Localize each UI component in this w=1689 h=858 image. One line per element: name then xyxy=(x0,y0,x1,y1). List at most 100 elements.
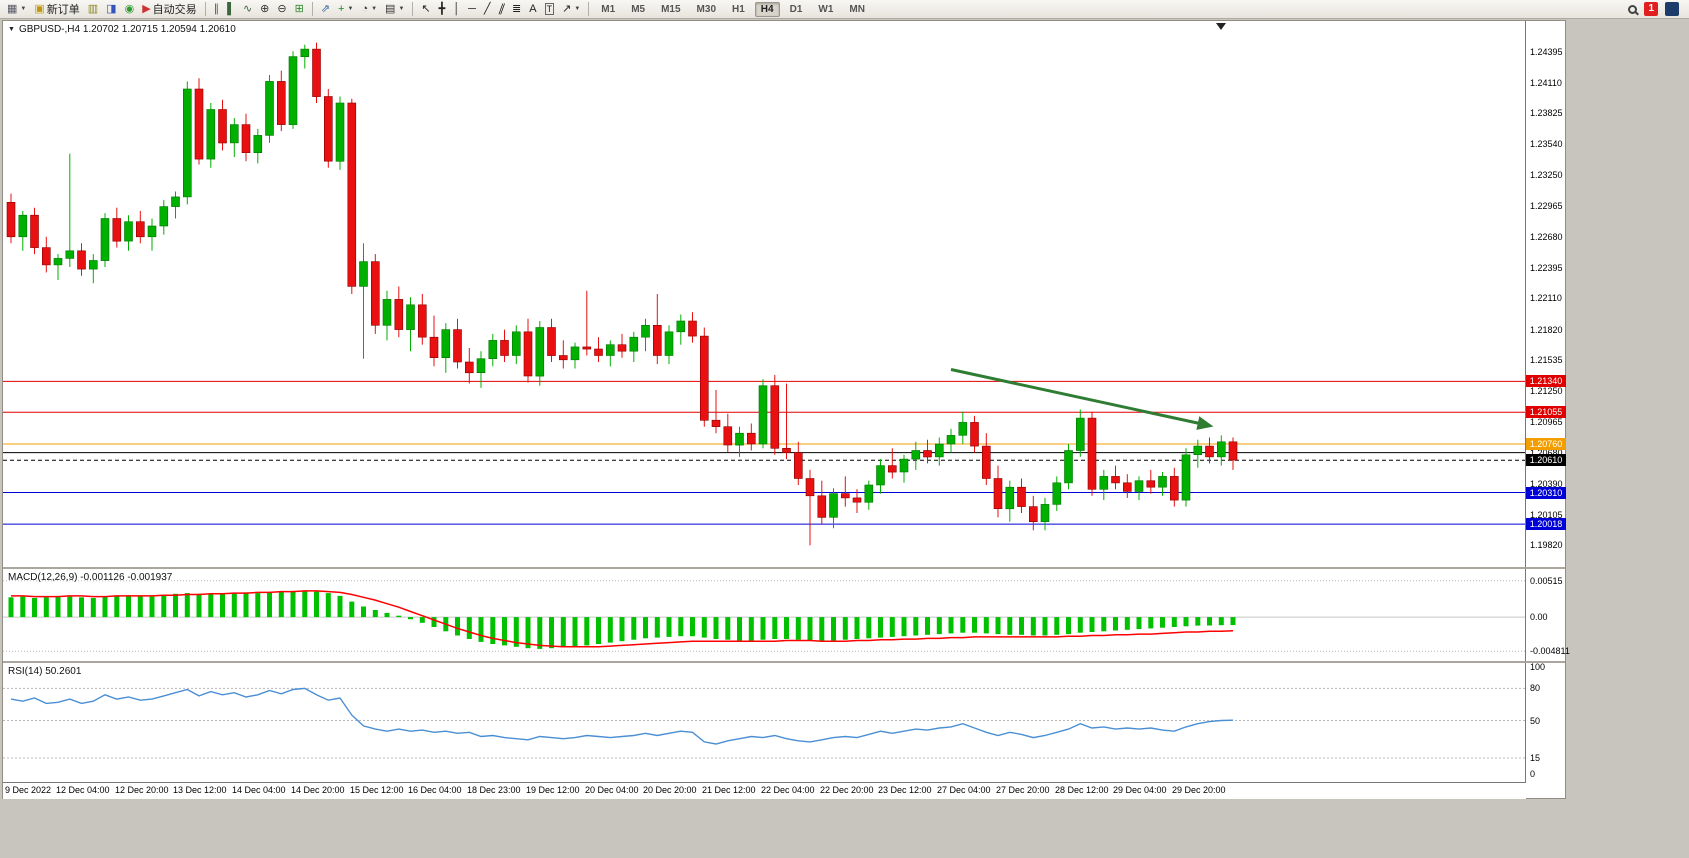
chart-windows-icon[interactable]: ▥ xyxy=(85,1,101,17)
pane-separator[interactable] xyxy=(3,661,1565,663)
candle xyxy=(676,320,686,333)
candle xyxy=(1123,482,1132,492)
price-axis-label: 1.20105 xyxy=(1530,510,1563,520)
notification-badge[interactable]: 1 xyxy=(1644,2,1658,16)
time-axis[interactable]: 9 Dec 2022 12 Dec 04:00 12 Dec 20:00 13 Dec… xyxy=(3,782,1526,799)
timeframe-h4-button[interactable]: H4 xyxy=(754,1,780,17)
macd-pane[interactable]: MACD(12,26,9) -0.001126 -0.001937 xyxy=(3,569,1526,661)
macd-bar xyxy=(1148,617,1154,629)
templates-menu[interactable]: ▤ ▼ xyxy=(382,1,407,17)
timeframe-h1-button[interactable]: H1 xyxy=(732,3,745,15)
rsi-pane[interactable]: RSI(14) 50.2601 xyxy=(3,663,1526,782)
candlestick-chart-icon[interactable]: ▌ xyxy=(224,1,238,17)
trend-arrow[interactable] xyxy=(950,368,1214,430)
candle xyxy=(382,299,392,326)
rsi-axis-label: 0 xyxy=(1530,769,1536,779)
candle xyxy=(65,250,75,259)
macd-bar xyxy=(795,617,801,640)
search-icon[interactable] xyxy=(1628,4,1638,14)
ohlc-bars-icon[interactable]: ∥ xyxy=(211,1,223,17)
candle xyxy=(476,358,486,374)
macd-signal-line xyxy=(11,590,1234,648)
arrows-menu[interactable]: ↗ ▼ xyxy=(559,1,583,17)
timeframe-m5-button[interactable]: M5 xyxy=(631,3,646,15)
macd-bar xyxy=(419,617,425,623)
candle xyxy=(312,48,321,97)
line-chart-icon[interactable]: ∿ xyxy=(240,1,255,17)
price-axis-label: 1.20390 xyxy=(1530,479,1563,489)
cursor-icon[interactable]: ↖ xyxy=(418,1,433,17)
indicators-icon[interactable]: ⇗ xyxy=(318,1,333,17)
cursor-icon-glyph: ↖ xyxy=(421,3,431,15)
macd-bar xyxy=(878,617,883,638)
price-axis[interactable]: 1.24395 1.24110 1.23825 1.23540 1.23250 1.229… xyxy=(1525,21,1570,782)
macd-bar xyxy=(349,601,355,618)
horizontal-line-icon[interactable]: ─ xyxy=(465,1,479,17)
zoom-in-icon[interactable]: ⊕ xyxy=(257,1,272,17)
time-axis-label: 9 Dec 2022 xyxy=(5,785,52,795)
timeframe-d1-button[interactable]: D1 xyxy=(789,3,803,15)
timeframe-m30-button[interactable]: M30 xyxy=(696,3,716,15)
zoom-out-icon[interactable]: ⊖ xyxy=(274,1,289,17)
toolbar-separator xyxy=(412,2,414,16)
crosshair-icon[interactable]: ╋ xyxy=(436,1,449,17)
candle xyxy=(347,102,357,287)
timeframe-m1-button[interactable]: M1 xyxy=(601,3,616,15)
macd-bar xyxy=(137,595,143,618)
candle xyxy=(1064,450,1073,484)
candle xyxy=(535,327,545,377)
macd-bar xyxy=(725,617,731,640)
alerts-icon[interactable]: ◉ xyxy=(122,1,138,17)
macd-bar xyxy=(619,617,625,642)
profiles-icon[interactable]: ◨ xyxy=(103,1,119,17)
collapse-chart-icon[interactable]: ▼ xyxy=(8,26,15,33)
macd-bar xyxy=(361,606,366,618)
macd-bar xyxy=(278,591,284,618)
text-icon[interactable]: A xyxy=(526,1,539,17)
timeframe-w1-button[interactable]: W1 xyxy=(818,3,834,15)
vertical-line-icon[interactable]: │ xyxy=(450,1,463,17)
symbol-ohlc-label: ▼ GBPUSD-,H4 1.20702 1.20715 1.20594 1.2… xyxy=(8,24,236,35)
price-chart-pane[interactable]: ▼ GBPUSD-,H4 1.20702 1.20715 1.20594 1.2… xyxy=(3,21,1526,567)
candlestick-plot[interactable] xyxy=(3,21,1526,567)
macd-bar xyxy=(1207,617,1212,626)
new-order-button[interactable]: ▣ 新订单 xyxy=(31,1,82,17)
time-axis-label: 27 Dec 04:00 xyxy=(937,785,991,795)
macd-bar xyxy=(90,598,96,618)
chart-type-menu[interactable]: ▦ ▼ xyxy=(4,1,29,17)
fibonacci-icon[interactable]: ≣ xyxy=(509,1,524,17)
macd-bar xyxy=(302,590,308,618)
macd-bar xyxy=(372,610,378,618)
timeframe-m15-button[interactable]: M15 xyxy=(661,3,681,15)
time-axis-label: 21 Dec 12:00 xyxy=(702,785,756,795)
timeframe-mn-button[interactable]: MN xyxy=(849,3,865,15)
price-axis-label: 1.21820 xyxy=(1530,325,1563,335)
indicators-icon-glyph: ⇗ xyxy=(320,3,331,15)
chart-shift-marker[interactable] xyxy=(1216,23,1226,30)
candle xyxy=(77,250,86,270)
periods-menu[interactable]: ◔ ▼ xyxy=(358,1,380,17)
time-axis-label: 14 Dec 04:00 xyxy=(232,785,286,795)
macd-bar xyxy=(831,617,836,641)
candle xyxy=(323,96,333,162)
macd-bar xyxy=(866,617,872,639)
tile-windows-icon[interactable]: ⊞ xyxy=(292,1,307,17)
pane-separator[interactable] xyxy=(3,567,1565,569)
macd-bar xyxy=(490,617,496,644)
add-indicator-menu-glyph: + xyxy=(338,3,345,15)
add-indicator-menu[interactable]: + ▼ xyxy=(335,1,356,17)
channel-icon[interactable]: ∥ xyxy=(496,1,508,17)
label-icon[interactable]: T xyxy=(542,1,558,17)
candle xyxy=(417,304,427,338)
crosshair-icon-glyph: ╋ xyxy=(438,3,446,15)
macd-bar xyxy=(819,617,825,642)
trendline-icon[interactable]: ╱ xyxy=(481,1,494,17)
time-axis-label: 29 Dec 20:00 xyxy=(1172,785,1226,795)
app-icon[interactable] xyxy=(1665,2,1679,16)
candle xyxy=(100,218,110,261)
macd-bar xyxy=(55,595,61,618)
candle xyxy=(18,214,28,238)
macd-bar xyxy=(643,617,648,639)
autotrading-button[interactable]: ▶ 自动交易 xyxy=(139,1,199,17)
macd-bar xyxy=(20,596,26,618)
